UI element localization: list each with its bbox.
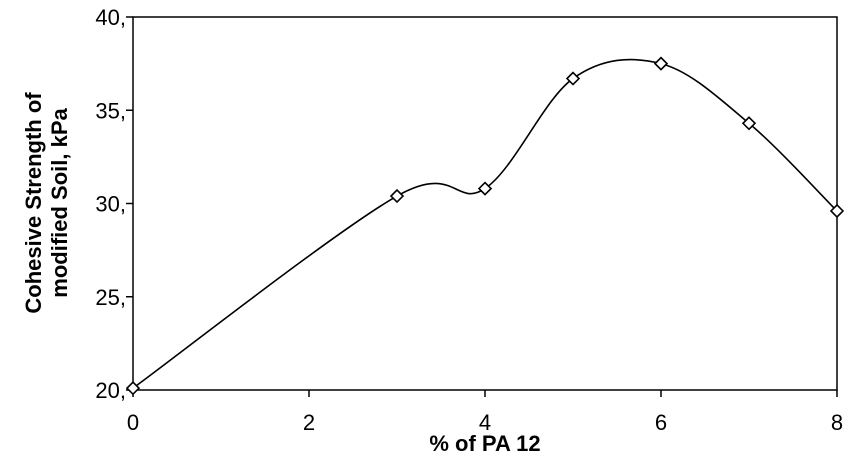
data-point-marker: [829, 203, 845, 219]
plot-area-frame: [132, 16, 838, 391]
y-tick-marks: [126, 16, 133, 391]
data-point-marker: [125, 381, 141, 396]
x-tick-label: 0: [127, 410, 139, 435]
data-point-marker: [741, 116, 757, 131]
x-tick-labels: 0 2 4 6 8: [127, 410, 843, 435]
x-tick-label: 2: [303, 410, 315, 435]
y-axis-title-line-1: Cohesive Strength of: [21, 92, 46, 314]
x-tick-marks: [132, 390, 838, 397]
x-tick-label: 4: [479, 410, 491, 435]
y-tick-label: 25,: [95, 285, 126, 310]
data-point-marker: [389, 188, 405, 204]
y-axis-title-line-2: modified Soil, kPa: [47, 107, 72, 297]
data-markers: [125, 56, 845, 396]
x-tick-label: 6: [655, 410, 667, 435]
data-point-marker: [653, 56, 669, 71]
y-tick-label: 30,: [95, 192, 126, 217]
y-tick-labels: 20, 25, 30, 35, 40,: [95, 5, 126, 403]
x-tick-label: 8: [831, 410, 843, 435]
data-point-marker: [565, 71, 581, 86]
y-tick-label: 40,: [95, 5, 126, 30]
x-axis-title: % of PA 12: [429, 431, 540, 456]
y-tick-label: 35,: [95, 98, 126, 123]
series-line: [132, 58, 838, 389]
y-tick-label: 20,: [95, 378, 126, 403]
data-point-marker: [477, 181, 493, 196]
